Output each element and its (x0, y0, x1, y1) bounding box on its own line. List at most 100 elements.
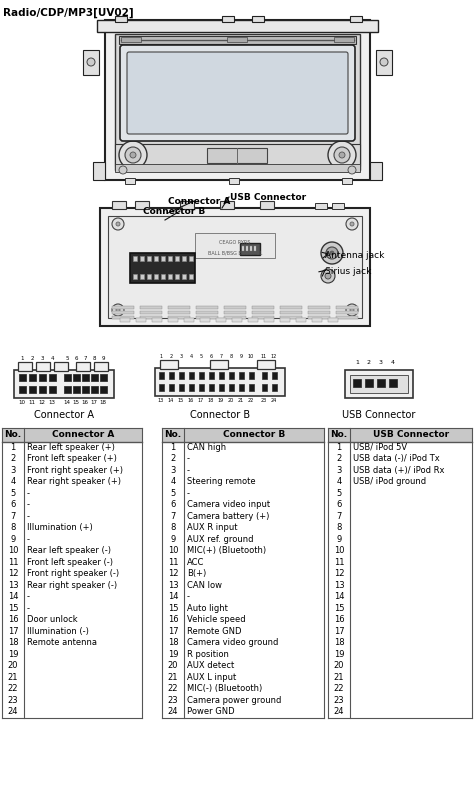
Text: 18: 18 (334, 638, 344, 647)
Bar (328, 499, 472, 510)
Bar (73, 374, 80, 381)
Text: 20: 20 (8, 661, 18, 670)
Bar (312, 318, 322, 322)
Text: 19: 19 (334, 650, 344, 659)
Bar (328, 637, 472, 649)
Text: 15: 15 (334, 603, 344, 613)
Bar (49, 386, 56, 393)
Circle shape (339, 152, 345, 158)
Circle shape (350, 308, 354, 312)
Text: 6: 6 (210, 355, 212, 359)
Text: 2: 2 (30, 356, 34, 362)
Bar (105, 20, 370, 180)
Text: 19: 19 (218, 398, 224, 404)
Text: 24: 24 (271, 398, 277, 404)
Bar (232, 318, 242, 322)
Bar (2, 580, 142, 591)
Circle shape (330, 251, 334, 255)
Bar (328, 522, 472, 533)
Bar (328, 545, 472, 556)
Bar (220, 201, 234, 209)
Bar (229, 372, 234, 379)
Text: 11: 11 (168, 558, 178, 567)
Text: 7: 7 (83, 356, 87, 362)
Circle shape (125, 147, 141, 163)
Text: 18: 18 (168, 638, 178, 647)
Bar (162, 533, 324, 545)
Bar (2, 545, 142, 556)
Text: 4: 4 (50, 356, 54, 362)
Text: 17: 17 (168, 626, 178, 636)
Text: Rear left speaker (-): Rear left speaker (-) (27, 546, 111, 555)
Bar (140, 306, 162, 309)
Text: 13: 13 (48, 401, 55, 405)
Bar (342, 178, 352, 184)
Text: 17: 17 (198, 398, 204, 404)
Bar (162, 545, 324, 556)
Circle shape (87, 58, 95, 66)
Bar (249, 372, 254, 379)
Text: 6: 6 (337, 500, 342, 510)
Bar (162, 706, 324, 718)
Bar (162, 580, 324, 591)
Text: Front left speaker (-): Front left speaker (-) (27, 558, 113, 567)
Bar (328, 660, 472, 672)
Text: 8: 8 (337, 523, 342, 532)
Text: 11: 11 (334, 558, 344, 567)
Text: Connector B: Connector B (143, 207, 205, 215)
Text: 10: 10 (248, 355, 254, 359)
Text: No.: No. (4, 430, 21, 440)
Text: R position: R position (187, 650, 229, 659)
Bar (2, 626, 142, 637)
Bar (169, 384, 174, 391)
Bar (112, 201, 126, 209)
Bar (162, 522, 324, 533)
Bar (262, 384, 267, 391)
Bar (133, 256, 137, 261)
Text: 18: 18 (208, 398, 214, 404)
Bar (175, 256, 179, 261)
Text: 10: 10 (334, 546, 344, 555)
Bar (242, 246, 244, 251)
Bar (350, 16, 362, 22)
FancyBboxPatch shape (120, 45, 355, 141)
Text: 4: 4 (10, 477, 16, 487)
Bar (264, 318, 274, 322)
Bar (64, 386, 71, 393)
Bar (182, 256, 186, 261)
Bar (280, 316, 302, 319)
Bar (108, 216, 362, 318)
Text: 22: 22 (168, 684, 178, 693)
Bar (162, 499, 324, 510)
Bar (152, 318, 162, 322)
Bar (147, 256, 151, 261)
Bar (252, 311, 274, 314)
Text: 12: 12 (168, 569, 178, 578)
Bar (169, 372, 174, 379)
Bar (168, 274, 172, 279)
Bar (334, 37, 354, 42)
Bar (54, 362, 68, 371)
Text: 22: 22 (248, 398, 254, 404)
Bar (370, 162, 382, 180)
Bar (224, 316, 246, 319)
Text: 23: 23 (334, 696, 344, 704)
Bar (140, 311, 162, 314)
Bar (168, 256, 172, 261)
Text: 4: 4 (170, 477, 176, 487)
Bar (308, 306, 330, 309)
Bar (249, 384, 254, 391)
Bar (121, 37, 141, 42)
Text: 12: 12 (334, 569, 344, 578)
Bar (147, 274, 151, 279)
Text: 21: 21 (168, 673, 178, 682)
Bar (328, 568, 472, 580)
Circle shape (346, 218, 358, 230)
Text: -: - (27, 603, 30, 613)
Bar (328, 672, 472, 683)
Text: 24: 24 (334, 708, 344, 716)
Text: 8: 8 (92, 356, 96, 362)
Text: Camera power ground: Camera power ground (187, 696, 282, 704)
Bar (229, 178, 239, 184)
Text: -: - (27, 512, 30, 521)
